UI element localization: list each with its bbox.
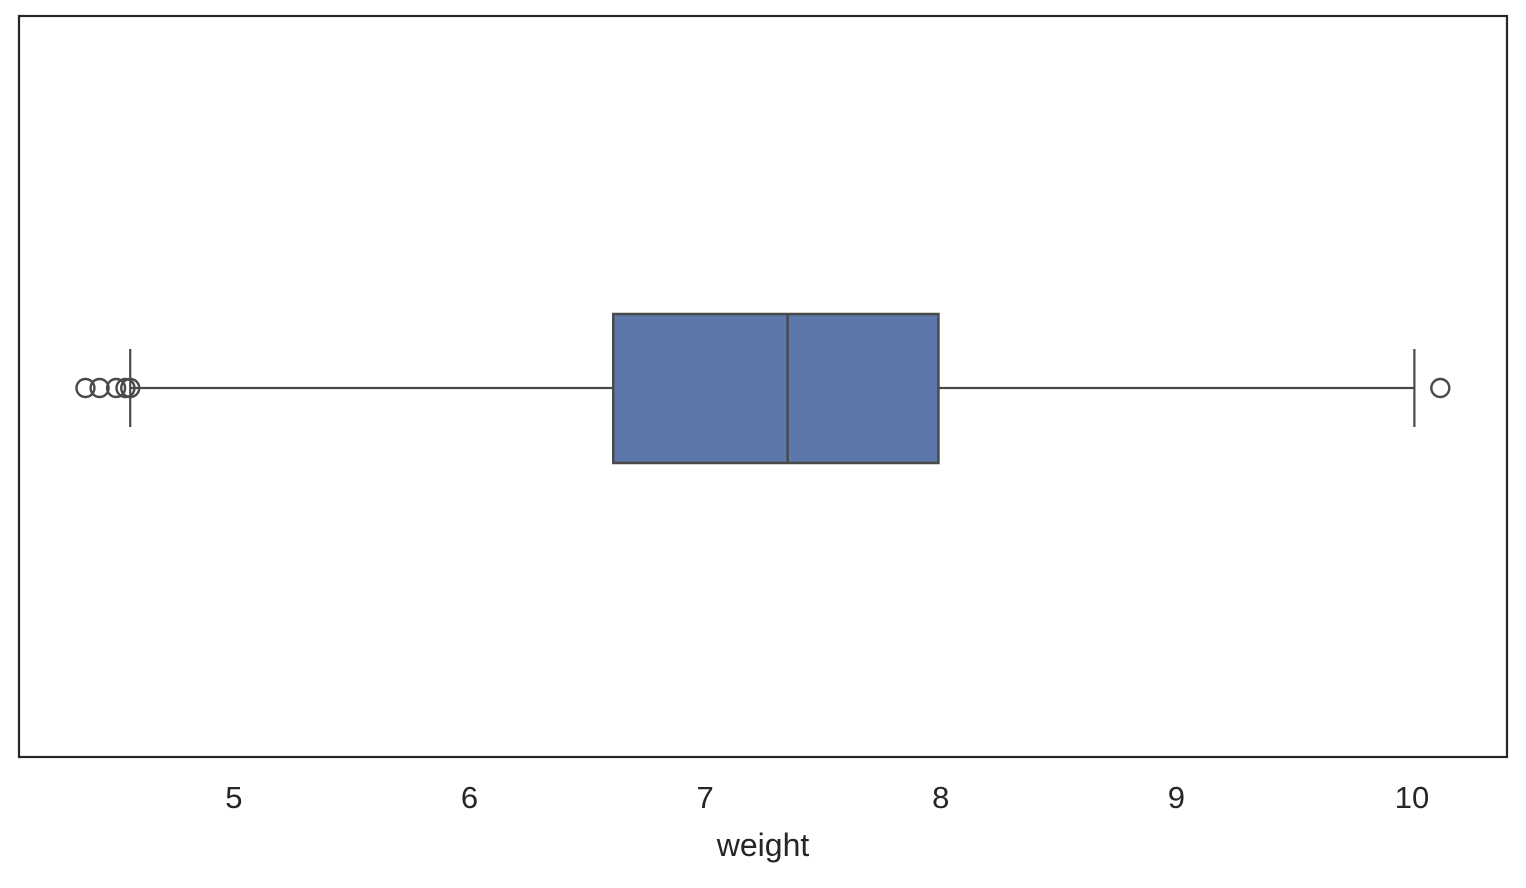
x-tick-label: 8 — [932, 780, 949, 815]
x-tick-label: 7 — [697, 780, 714, 815]
outlier-point — [120, 377, 141, 399]
outlier-point — [105, 377, 127, 399]
x-tick-label: 5 — [225, 780, 242, 815]
x-tick-label: 6 — [461, 780, 478, 815]
box — [612, 312, 940, 465]
outlier-point — [1430, 377, 1451, 399]
outlier-point — [89, 377, 110, 399]
x-tick-label: 10 — [1395, 780, 1429, 815]
x-tick-label: 9 — [1168, 780, 1185, 815]
outlier-point — [75, 377, 96, 399]
plot-area: 5 6 7 8 9 10 — [17, 14, 1509, 815]
x-axis-label: weight — [716, 827, 810, 863]
